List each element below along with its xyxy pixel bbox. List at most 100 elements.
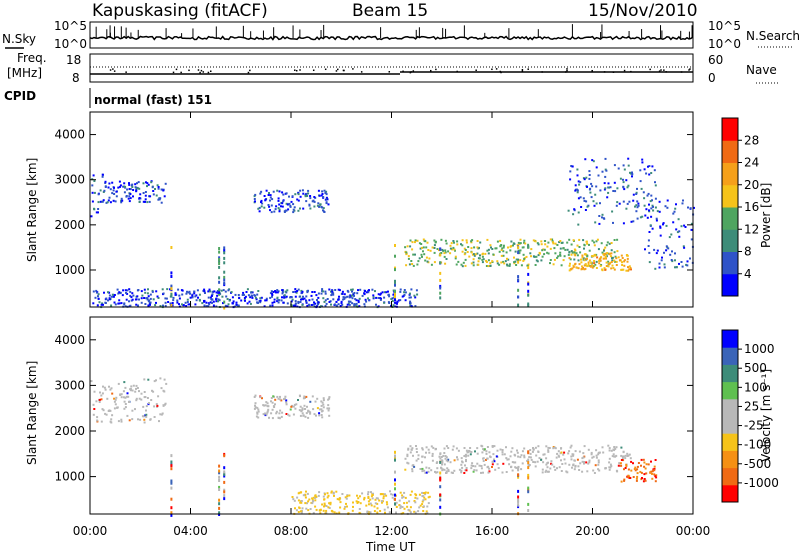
data-cell <box>102 199 105 202</box>
data-cell <box>401 494 404 497</box>
data-cell <box>622 455 625 458</box>
data-cell <box>271 401 274 404</box>
data-cell <box>521 450 524 453</box>
data-streak <box>218 256 221 260</box>
data-cell <box>91 178 94 181</box>
time-tick-label: 00:00 <box>676 524 711 538</box>
data-cell <box>316 407 319 410</box>
data-cell <box>171 304 174 307</box>
data-cell <box>125 195 128 197</box>
colorbar-tick-label: 25 <box>744 399 759 413</box>
data-cell <box>290 300 293 303</box>
data-cell <box>305 490 307 493</box>
data-cell <box>325 190 328 193</box>
data-cell <box>608 253 611 256</box>
data-cell <box>165 297 168 300</box>
data-cell <box>371 288 374 291</box>
data-cell <box>335 305 338 308</box>
data-cell <box>588 177 591 180</box>
data-cell <box>623 168 626 171</box>
data-streak <box>223 249 226 252</box>
data-cell <box>271 301 274 304</box>
data-cell <box>159 413 162 416</box>
data-cell <box>445 470 448 473</box>
data-cell <box>482 258 485 261</box>
data-cell <box>498 263 501 266</box>
data-streak <box>170 292 173 296</box>
data-cell <box>414 241 416 244</box>
data-cell <box>297 209 300 212</box>
data-cell <box>587 448 590 451</box>
data-cell <box>93 408 96 410</box>
data-cell <box>406 455 409 458</box>
data-cell <box>176 299 179 302</box>
nave-dot <box>499 70 502 73</box>
data-cell <box>650 172 653 174</box>
data-streak <box>527 272 530 276</box>
data-cell <box>663 263 666 266</box>
nave-dot <box>299 69 301 71</box>
data-streak <box>223 275 226 279</box>
data-cell <box>271 294 274 296</box>
data-cell <box>125 395 128 398</box>
data-cell <box>363 496 366 499</box>
data-cell <box>506 257 508 260</box>
data-cell <box>294 300 297 303</box>
data-cell <box>108 182 111 185</box>
data-cell <box>494 468 497 471</box>
data-cell <box>359 502 362 505</box>
data-cell <box>227 289 230 292</box>
data-cell <box>277 301 280 304</box>
colorbar-segment <box>722 398 738 417</box>
data-cell <box>630 460 633 463</box>
data-cell <box>441 461 444 464</box>
data-cell <box>347 300 350 303</box>
data-cell <box>409 506 412 509</box>
data-cell <box>647 463 650 466</box>
data-cell <box>442 454 445 457</box>
data-cell <box>149 418 152 421</box>
data-streak <box>170 464 173 468</box>
data-cell <box>485 265 488 267</box>
data-cell <box>107 186 110 189</box>
data-cell <box>438 249 440 252</box>
data-cell <box>259 192 262 195</box>
data-cell <box>302 192 305 195</box>
data-cell <box>152 298 155 301</box>
data-cell <box>226 305 229 308</box>
data-cell <box>515 258 518 261</box>
data-cell <box>645 208 648 211</box>
data-cell <box>374 502 377 505</box>
data-cell <box>384 511 386 514</box>
data-cell <box>472 264 475 267</box>
data-cell <box>472 470 475 473</box>
data-cell <box>320 400 323 403</box>
data-streak <box>527 476 530 480</box>
data-cell <box>443 447 446 450</box>
data-cell <box>288 195 290 198</box>
data-cell <box>102 385 104 388</box>
data-cell <box>598 222 601 225</box>
data-cell <box>285 413 288 415</box>
data-cell <box>605 265 608 267</box>
data-cell <box>311 497 314 500</box>
data-cell <box>592 265 595 268</box>
data-cell <box>352 505 354 508</box>
data-cell <box>487 248 490 251</box>
data-cell <box>225 295 228 298</box>
data-cell <box>273 301 276 304</box>
data-cell <box>485 259 488 262</box>
data-cell <box>120 396 123 399</box>
data-cell <box>301 303 304 306</box>
data-cell <box>303 408 306 410</box>
data-cell <box>242 291 245 294</box>
data-cell <box>443 468 446 471</box>
data-cell <box>608 468 611 471</box>
data-cell <box>571 165 574 168</box>
colorbar-tick-label: 1000 <box>744 342 775 356</box>
data-cell <box>417 457 420 460</box>
data-cell <box>407 508 410 511</box>
data-cell <box>661 256 663 259</box>
noise-tick-bottom-right: 10^0 <box>708 37 741 51</box>
data-cell <box>622 268 625 271</box>
